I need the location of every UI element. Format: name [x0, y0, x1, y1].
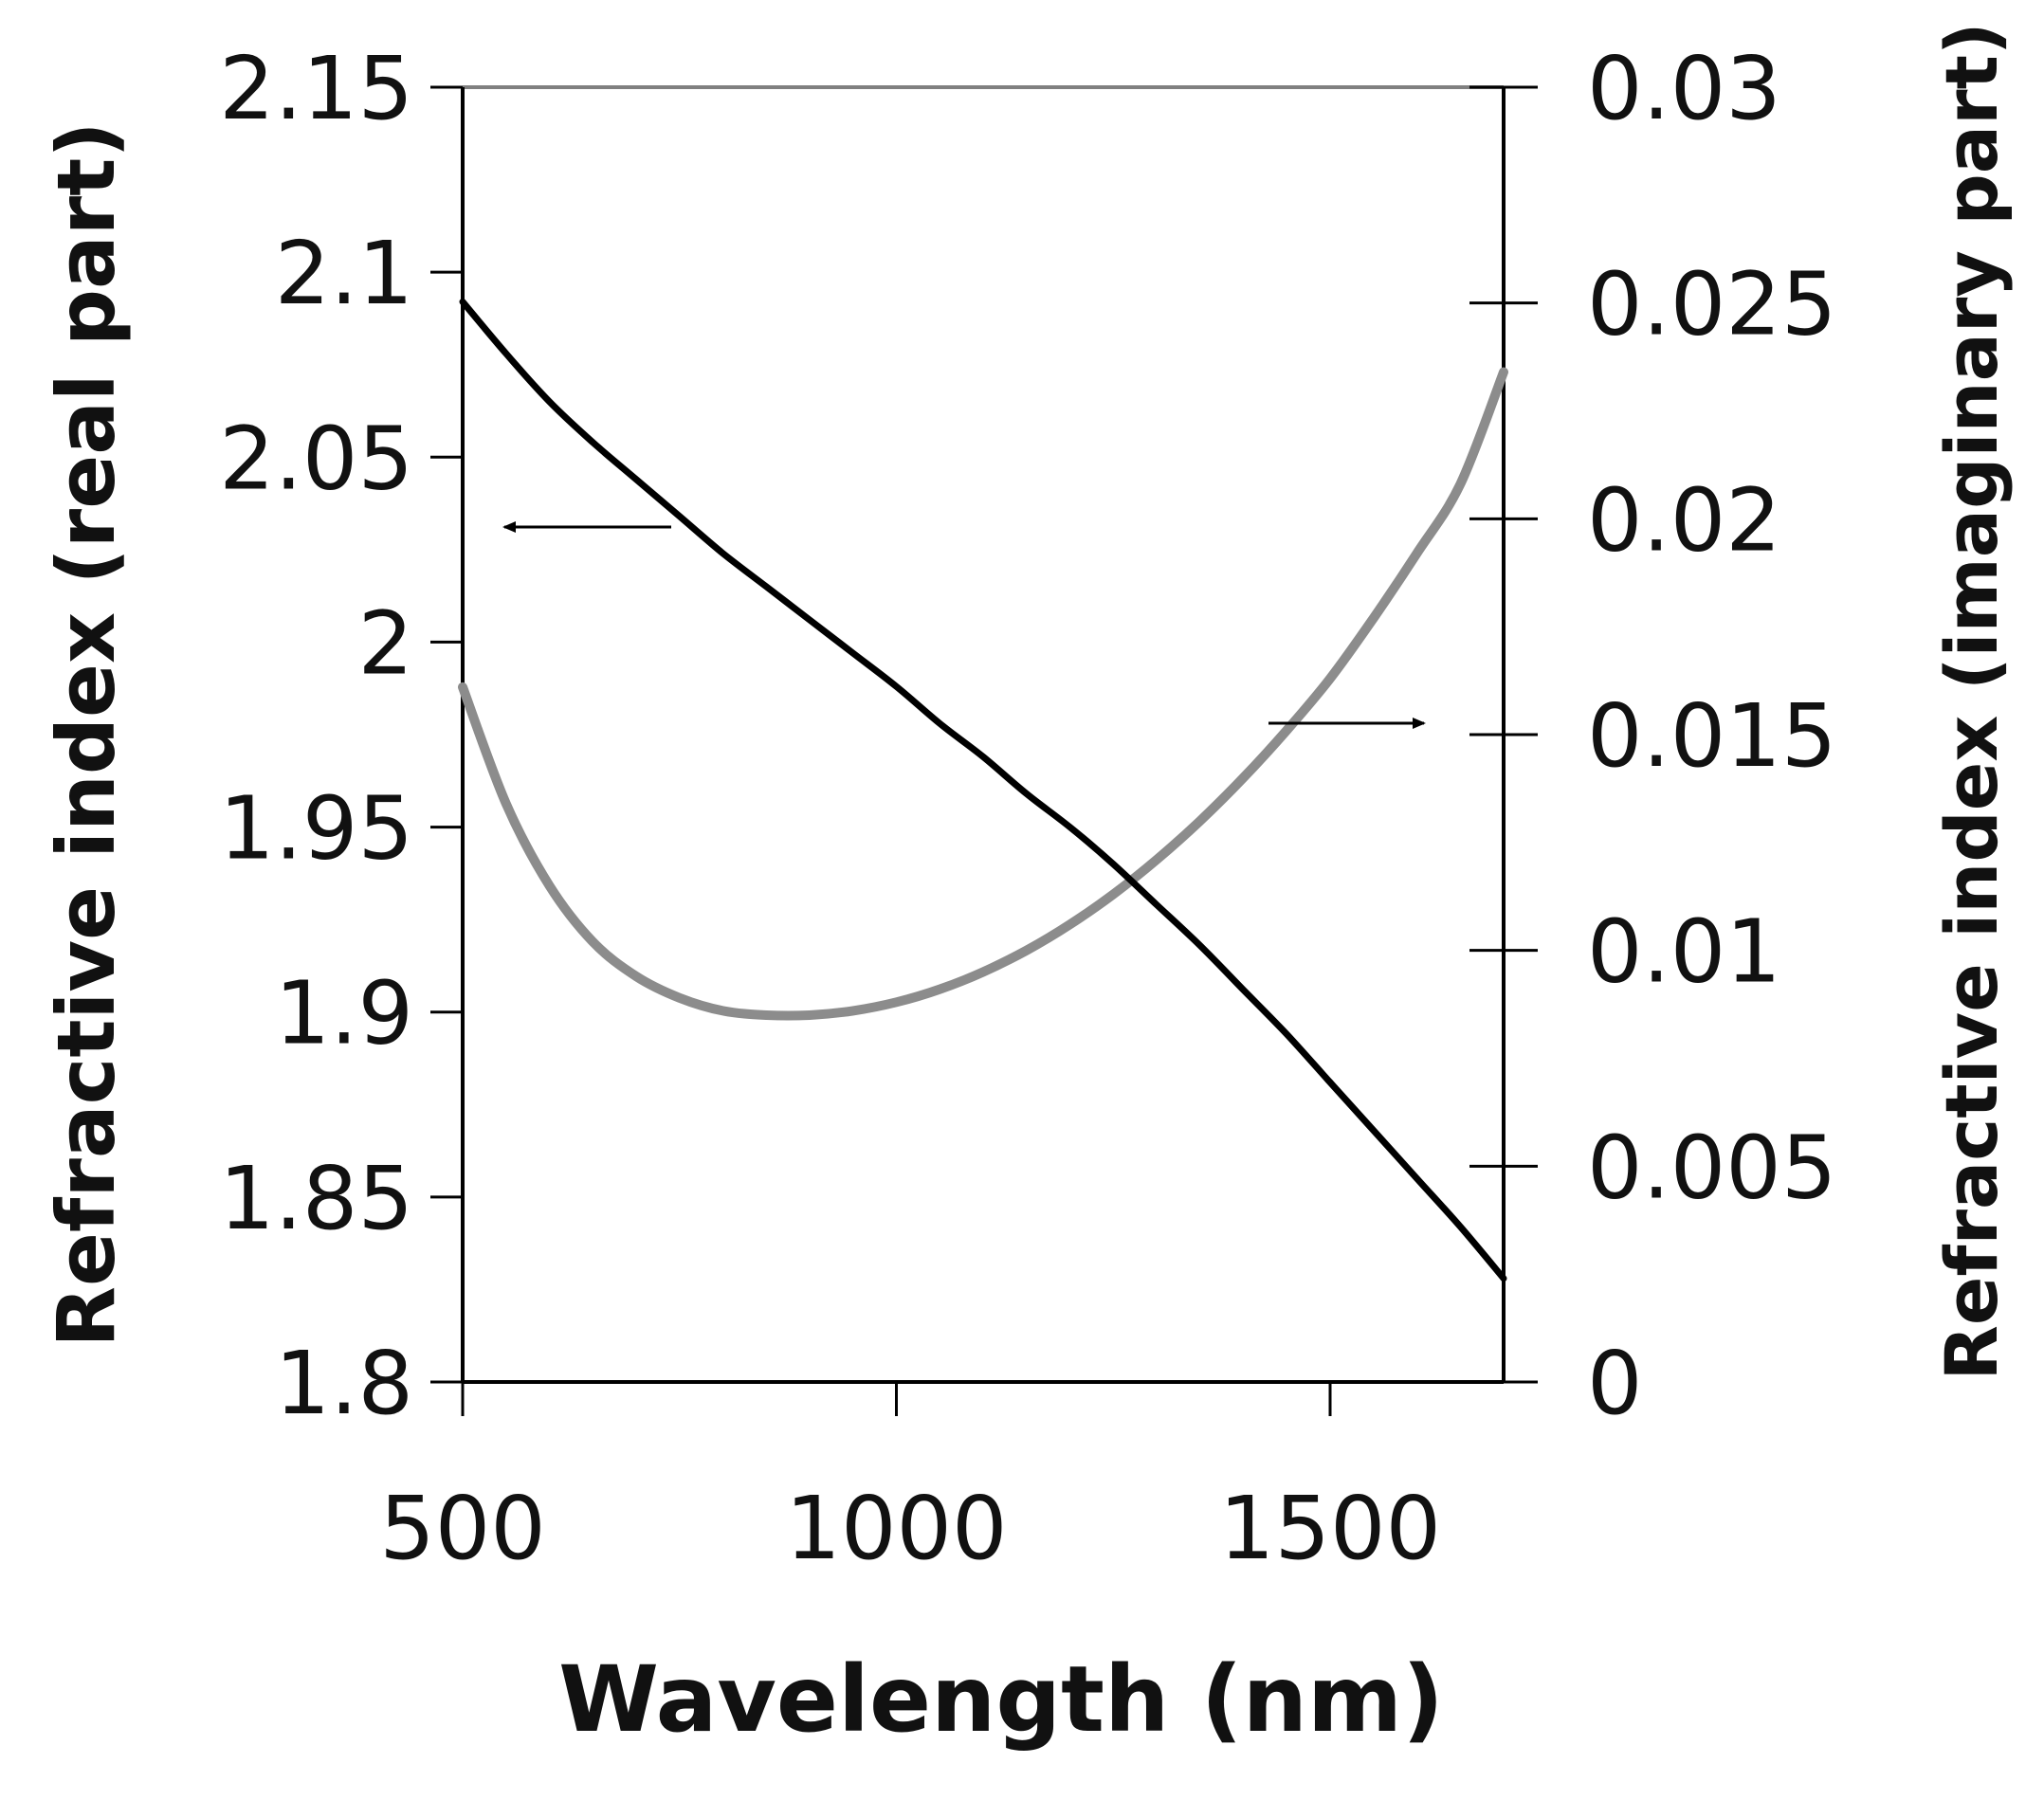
right-y-tick-label: 0.03: [1587, 38, 1781, 139]
left-y-tick-label: 2.05: [219, 408, 413, 509]
x-axis-title: Wavelength (nm): [558, 1646, 1444, 1753]
right-y-tick-label: 0.015: [1587, 685, 1836, 787]
left-y-tick-label: 1.9: [275, 963, 413, 1064]
tick-labels: 1.8 1.85 1.9 1.95 2 2.05 2.1 2.15 0 0.005 0.01 0.01…: [219, 38, 1836, 1579]
left-y-tick-label: 2.1: [275, 223, 413, 324]
series-layer: [458, 298, 1508, 1282]
right-y-tick-label: 0.02: [1587, 469, 1781, 571]
left-y-axis-title: Refractive index (real part): [40, 121, 133, 1347]
left-y-tick-label: 1.85: [219, 1148, 413, 1249]
right-y-tick-label: 0.01: [1587, 901, 1781, 1003]
left-y-tick-label: 2: [357, 592, 413, 694]
left-y-tick-label: 2.15: [219, 38, 413, 139]
right-y-tick-label: 0: [1587, 1333, 1643, 1434]
right-y-tick-label: 0.025: [1587, 254, 1836, 355]
left-y-tick-label: 1.8: [275, 1333, 413, 1434]
right-y-axis-title: Refractive index (imaginary part): [1929, 22, 2014, 1380]
x-tick-label: 1000: [785, 1478, 1007, 1579]
left-y-tick-label: 1.95: [219, 778, 413, 880]
right-y-tick-label: 0.005: [1587, 1117, 1836, 1218]
real-part-series-line: [459, 298, 1507, 1282]
x-tick-label: 500: [379, 1478, 546, 1579]
imaginary-part-series-line: [458, 367, 1508, 1021]
axis-ticks: [430, 85, 1538, 1416]
x-tick-label: 1500: [1219, 1478, 1441, 1579]
